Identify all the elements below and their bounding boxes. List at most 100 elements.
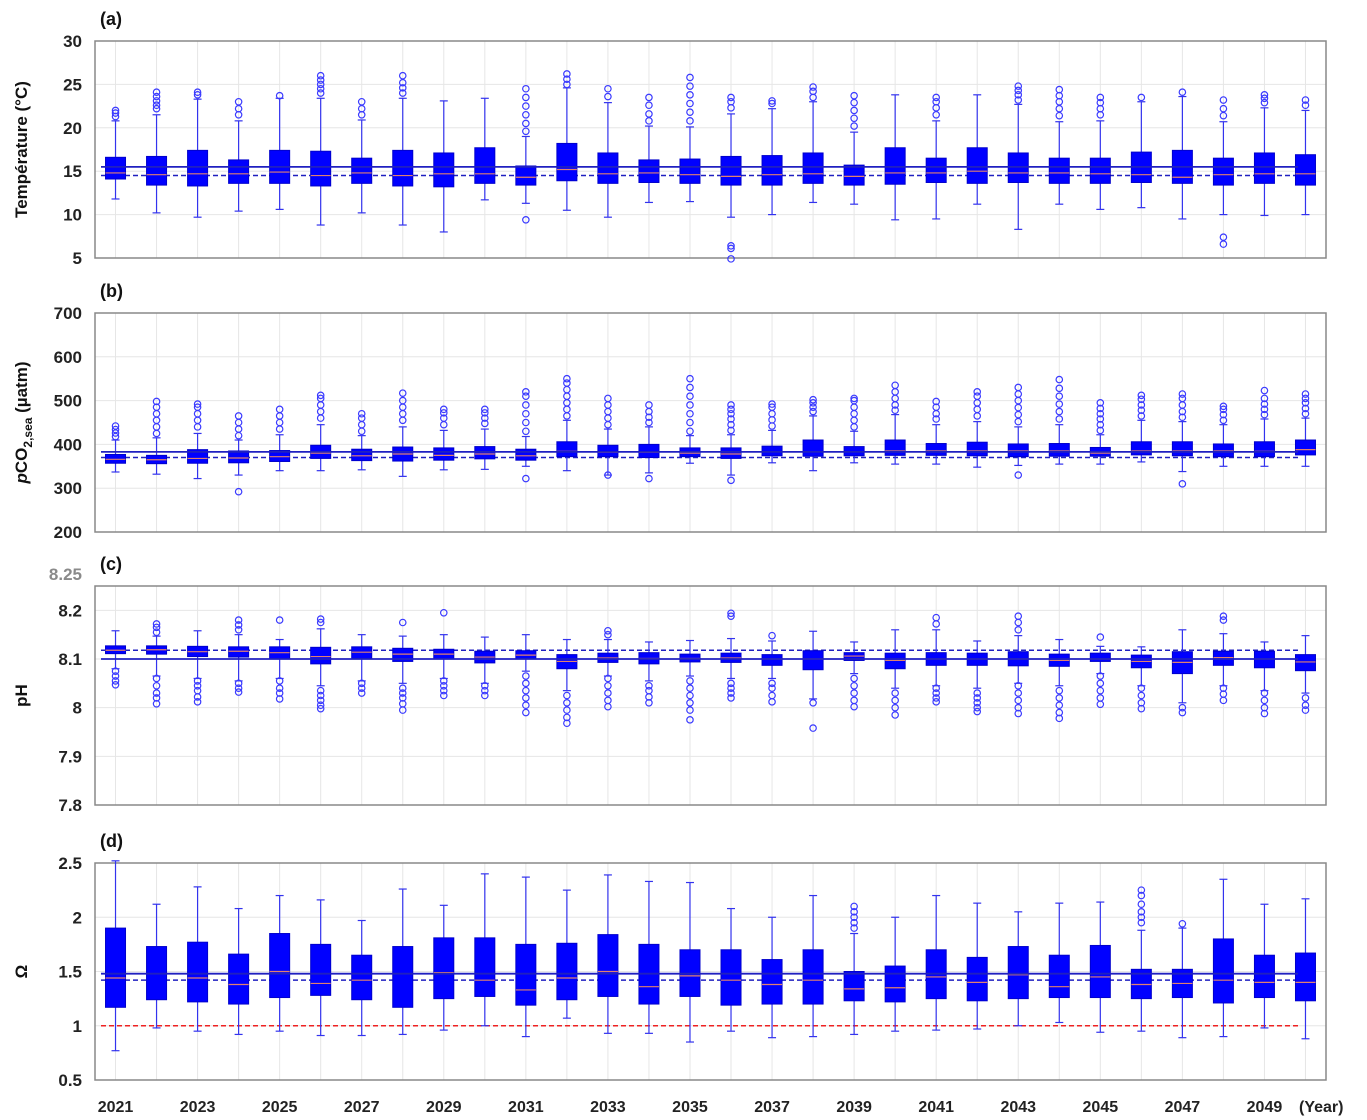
outlier-point [522,409,530,418]
outlier-point [1096,98,1105,107]
box-iqr [310,646,332,665]
outlier-point [152,620,161,628]
box-2049 [1253,386,1275,467]
outlier-point [1096,686,1105,695]
outlier-point [522,708,530,717]
outlier-point [768,684,776,693]
outlier-point [522,84,530,93]
outlier-point [686,401,694,409]
box-iqr [1294,654,1316,672]
outlier-point [152,699,161,708]
outlier-point [645,101,653,110]
outlier-point [809,83,817,91]
outlier-point [1137,704,1146,713]
y-tick-label: 500 [54,392,82,411]
outlier-point [1219,405,1228,414]
box-2021 [105,630,127,689]
outlier-point [1014,625,1023,634]
panel-label: (a) [100,9,122,29]
box-2038 [802,894,824,1038]
box-iqr [433,937,455,1000]
outlier-point [1055,686,1064,695]
outlier-point [439,414,448,422]
panel-b: 200 300 400 500 600 700 (b) pCO2,sea (µatm) [12,281,1327,542]
box-iqr [1048,443,1070,457]
box-2021 [105,106,127,200]
outlier-point [152,88,161,97]
outlier-point [1096,93,1105,102]
outlier-point [481,414,489,422]
box-2048 [1212,402,1234,467]
outlier-point [604,471,612,479]
outlier-point [850,913,858,922]
y-tick-label: 8 [73,699,82,718]
outlier-point [234,97,243,106]
outlier-point [1178,394,1187,403]
outlier-point [522,110,530,119]
outlier-point [686,684,694,693]
outlier-point [152,628,161,637]
outlier-point [1219,612,1228,620]
outlier-point [481,691,489,700]
outlier-point [1096,426,1105,435]
outlier-point [932,613,940,622]
box-2046 [1130,93,1152,209]
box-2022 [146,620,168,708]
outlier-point [563,80,571,89]
y-tick-label: 400 [54,435,82,454]
box-2033 [597,874,619,1034]
outlier-point [1219,104,1228,113]
outlier-point [152,681,161,690]
outlier-point [973,689,982,697]
box-iqr [515,448,537,461]
outlier-point [1260,689,1269,697]
box-iqr [187,449,209,464]
box-2025 [269,405,291,472]
outlier-point [604,626,612,635]
box-2050 [1294,390,1316,467]
box-2050 [1294,898,1316,1040]
box-iqr [1253,954,1275,999]
outlier-point [275,405,284,414]
box-2039 [843,902,865,1036]
box-iqr [228,646,250,658]
outlier-point [686,691,694,700]
box-iqr [761,959,783,1005]
box-iqr [269,450,291,462]
box-2037 [761,400,783,464]
outlier-point [686,374,694,383]
outlier-point [1014,82,1023,90]
outlier-point [1301,409,1310,418]
box-iqr [597,152,619,184]
outlier-point [686,91,694,99]
outlier-point [522,127,530,136]
outlier-point [686,99,694,108]
box-2024 [228,616,250,696]
y-axis-label: pH [12,684,31,707]
outlier-point [727,420,735,429]
box-2048 [1212,96,1234,248]
box-2029 [433,405,455,471]
outlier-point [1301,694,1310,702]
outlier-point [1096,420,1105,429]
outlier-point [850,681,858,690]
y-axis-label-main: CO [12,448,31,474]
y-top-label: 8.25 [49,565,82,584]
outlier-point [357,679,366,688]
box-iqr [1089,157,1111,184]
outlier-point [193,403,202,411]
outlier-point [727,401,735,409]
outlier-point [234,679,243,688]
box-2035 [679,73,701,203]
outlier-point [932,684,940,693]
box-iqr [1294,154,1316,186]
outlier-point [850,106,858,115]
outlier-point [234,625,243,634]
outlier-point [850,918,858,927]
outlier-point [1260,400,1269,408]
outlier-point [111,425,120,434]
outlier-point [727,612,735,620]
outlier-point [809,87,817,96]
outlier-point [850,924,858,932]
